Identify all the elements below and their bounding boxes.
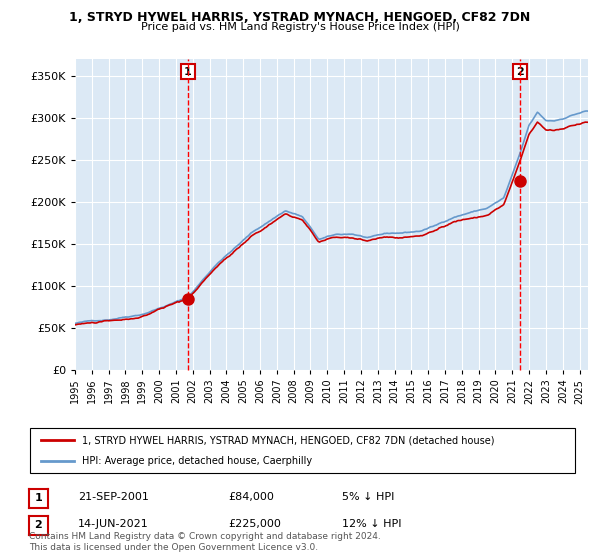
Text: 12% ↓ HPI: 12% ↓ HPI bbox=[342, 519, 401, 529]
Text: 21-SEP-2001: 21-SEP-2001 bbox=[78, 492, 149, 502]
Text: Price paid vs. HM Land Registry's House Price Index (HPI): Price paid vs. HM Land Registry's House … bbox=[140, 22, 460, 32]
Text: Contains HM Land Registry data © Crown copyright and database right 2024.
This d: Contains HM Land Registry data © Crown c… bbox=[29, 532, 380, 552]
Text: 2: 2 bbox=[35, 520, 42, 530]
Text: 1, STRYD HYWEL HARRIS, YSTRAD MYNACH, HENGOED, CF82 7DN (detached house): 1, STRYD HYWEL HARRIS, YSTRAD MYNACH, HE… bbox=[82, 436, 494, 446]
Text: 14-JUN-2021: 14-JUN-2021 bbox=[78, 519, 149, 529]
Text: 1, STRYD HYWEL HARRIS, YSTRAD MYNACH, HENGOED, CF82 7DN: 1, STRYD HYWEL HARRIS, YSTRAD MYNACH, HE… bbox=[70, 11, 530, 24]
Text: 2: 2 bbox=[516, 67, 524, 77]
Text: 1: 1 bbox=[35, 493, 42, 503]
Text: HPI: Average price, detached house, Caerphilly: HPI: Average price, detached house, Caer… bbox=[82, 456, 312, 466]
Text: £84,000: £84,000 bbox=[228, 492, 274, 502]
Text: 5% ↓ HPI: 5% ↓ HPI bbox=[342, 492, 394, 502]
Text: £225,000: £225,000 bbox=[228, 519, 281, 529]
Text: 1: 1 bbox=[184, 67, 192, 77]
